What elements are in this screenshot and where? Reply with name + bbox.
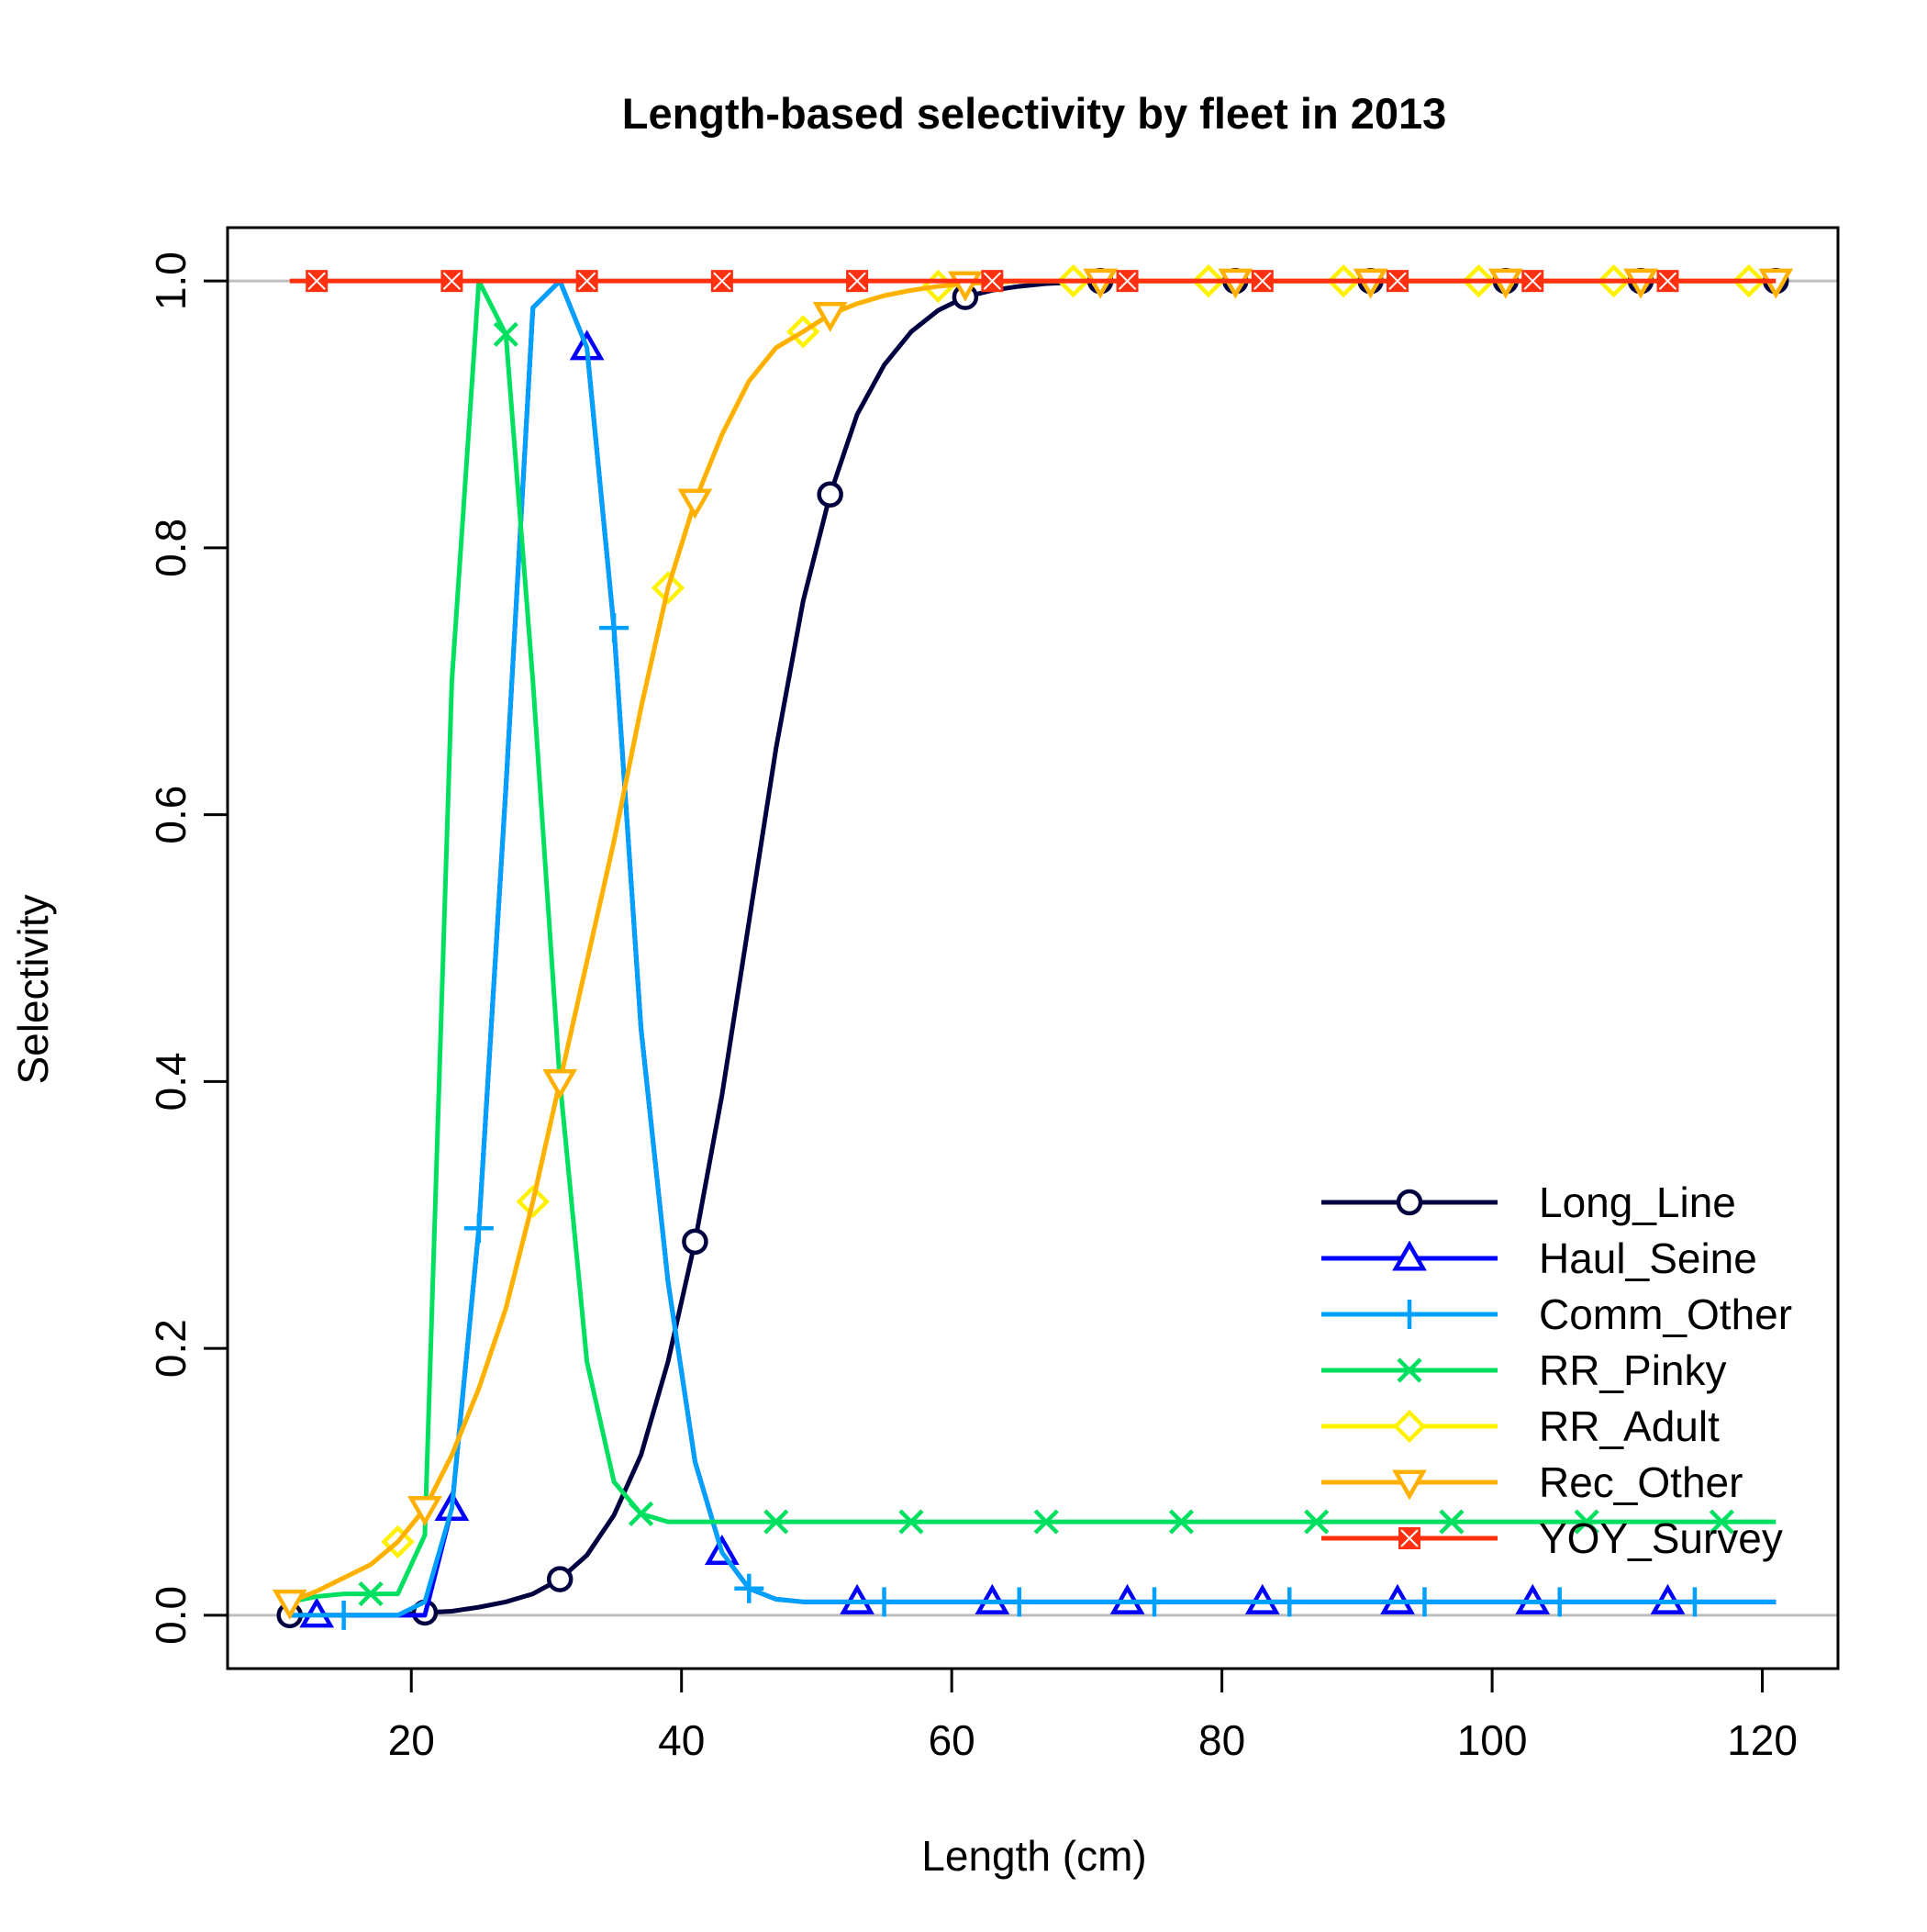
legend-entry-rec-other: Rec_Other — [1321, 1458, 1743, 1506]
series-line-rr-pinky — [289, 278, 1777, 1604]
legend-marker-comm-other — [1395, 1300, 1424, 1329]
series-rr-pinky — [289, 278, 1777, 1607]
legend-marker-rr-pinky — [1397, 1357, 1422, 1383]
point-comm-other-35 — [599, 613, 629, 643]
point-comm-other-15 — [329, 1600, 359, 1630]
legend: Long_Line Haul_Seine Comm_Other RR_Pinky RR_… — [1321, 1178, 1792, 1562]
point-rr-pinky-27 — [493, 321, 518, 347]
point-yoy-survey-103 — [1521, 270, 1544, 293]
point-yoy-survey-53 — [846, 270, 869, 293]
legend-marker-rec-other — [1392, 1469, 1427, 1501]
point-rr-pinky-87 — [1304, 1509, 1330, 1535]
legend-label-rr-adult: RR_Adult — [1539, 1402, 1720, 1450]
point-rec-other-11 — [272, 1589, 307, 1620]
point-rr-pinky-17 — [358, 1580, 384, 1607]
point-rec-other-51 — [812, 301, 848, 333]
x-tick-label-100: 100 — [1457, 1716, 1528, 1764]
point-comm-other-95 — [1409, 1587, 1440, 1617]
legend-entry-long-line: Long_Line — [1321, 1178, 1736, 1226]
point-rr-pinky-47 — [763, 1509, 789, 1535]
point-rr-pinky-107 — [1574, 1509, 1599, 1535]
point-rr-pinky-67 — [1033, 1509, 1059, 1535]
point-comm-other-115 — [1679, 1587, 1710, 1617]
point-comm-other-45 — [734, 1573, 764, 1603]
point-long-line-41 — [682, 1228, 708, 1256]
x-tick-label-20: 20 — [388, 1716, 435, 1764]
legend-entry-comm-other: Comm_Other — [1321, 1290, 1792, 1338]
point-rr-pinky-37 — [628, 1501, 654, 1526]
legend-marker-haul-seine — [1392, 1240, 1427, 1271]
y-tick-label-0-8: 0.8 — [147, 519, 195, 577]
legend-label-yoy-survey: YOY_Survey — [1539, 1514, 1783, 1562]
legend-label-long-line: Long_Line — [1539, 1178, 1736, 1226]
point-long-line-31 — [546, 1566, 574, 1592]
point-long-line-51 — [817, 481, 843, 508]
point-yoy-survey-43 — [710, 270, 733, 293]
x-tick-label-120: 120 — [1727, 1716, 1798, 1764]
legend-entry-haul-seine: Haul_Seine — [1321, 1234, 1757, 1282]
point-rr-pinky-117 — [1709, 1509, 1734, 1535]
y-axis-label: Selectivity — [9, 894, 57, 1084]
point-comm-other-25 — [463, 1213, 494, 1244]
legend-marker-yoy-survey — [1398, 1527, 1420, 1549]
legend-label-rr-pinky: RR_Pinky — [1539, 1346, 1727, 1394]
point-comm-other-105 — [1544, 1587, 1575, 1617]
point-rr-pinky-97 — [1439, 1509, 1465, 1535]
point-comm-other-75 — [1140, 1587, 1170, 1617]
point-rr-pinky-77 — [1168, 1509, 1195, 1535]
point-comm-other-55 — [869, 1587, 899, 1617]
x-tick-label-40: 40 — [658, 1716, 705, 1764]
point-yoy-survey-33 — [575, 270, 598, 293]
x-tick-label-60: 60 — [929, 1716, 975, 1764]
point-yoy-survey-83 — [1251, 270, 1274, 293]
series-comm-other — [289, 278, 1777, 1630]
point-comm-other-65 — [1004, 1587, 1034, 1617]
point-yoy-survey-63 — [981, 270, 1004, 293]
legend-label-haul-seine: Haul_Seine — [1539, 1234, 1757, 1282]
point-rr-pinky-57 — [898, 1509, 924, 1535]
y-tick-label-0-4: 0.4 — [147, 1052, 195, 1111]
y-tick-label-1-0: 1.0 — [147, 251, 195, 310]
legend-label-rec-other: Rec_Other — [1539, 1458, 1743, 1506]
point-yoy-survey-113 — [1656, 270, 1679, 293]
point-rec-other-21 — [407, 1496, 442, 1527]
y-tick-label-0-2: 0.2 — [147, 1319, 195, 1378]
legend-entry-yoy-survey: YOY_Survey — [1321, 1514, 1783, 1562]
chart-title: Length-based selectivity by fleet in 201… — [622, 89, 1447, 138]
plot-frame — [226, 226, 1840, 1670]
series-yoy-survey — [289, 270, 1777, 293]
plot-series — [272, 263, 1794, 1630]
point-yoy-survey-23 — [440, 270, 463, 293]
point-yoy-survey-93 — [1387, 270, 1409, 293]
x-axis-label: Length (cm) — [921, 1832, 1146, 1880]
y-tick-label-0-6: 0.6 — [147, 786, 195, 844]
legend-label-comm-other: Comm_Other — [1539, 1290, 1792, 1338]
y-tick-label-0-0: 0.0 — [147, 1586, 195, 1645]
point-rec-other-31 — [542, 1068, 578, 1100]
point-comm-other-85 — [1275, 1587, 1305, 1617]
point-yoy-survey-13 — [306, 270, 329, 293]
point-rec-other-41 — [677, 488, 713, 519]
legend-marker-rr-adult — [1392, 1409, 1427, 1444]
point-yoy-survey-73 — [1116, 270, 1139, 293]
legend-marker-long-line — [1396, 1189, 1423, 1216]
x-tick-label-80: 80 — [1198, 1716, 1245, 1764]
legend-entry-rr-pinky: RR_Pinky — [1321, 1346, 1727, 1394]
legend-entry-rr-adult: RR_Adult — [1321, 1402, 1720, 1450]
